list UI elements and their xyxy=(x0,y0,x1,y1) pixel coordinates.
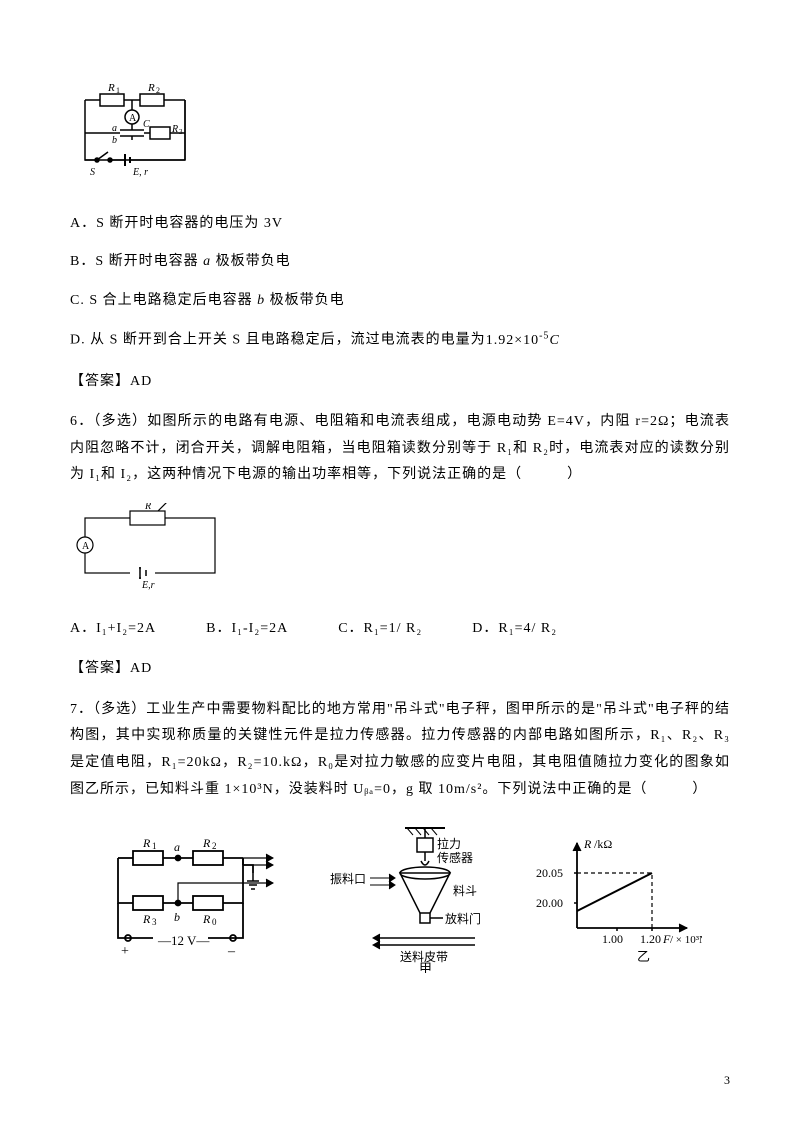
svg-text:2: 2 xyxy=(212,841,217,851)
q5-option-b: B．S 断开时电容器 a 极板带负电 xyxy=(70,249,730,276)
q5-option-c: C. S 合上电路稳定后电容器 b 极板带负电 xyxy=(70,288,730,315)
svg-text:传感器: 传感器 xyxy=(437,850,473,865)
svg-text:1: 1 xyxy=(152,841,157,851)
svg-text:0: 0 xyxy=(212,917,217,927)
q7-hopper-diagram: 拉力 传感器 振料口 料斗 放料门 送料皮带 甲 xyxy=(325,823,495,984)
q5-circuit-diagram: R1 R2 A a b C R3 S E, r xyxy=(70,80,730,191)
svg-text:C: C xyxy=(143,119,150,130)
svg-text:R: R xyxy=(142,912,151,926)
svg-text:A: A xyxy=(129,113,137,124)
svg-text:乙: 乙 xyxy=(637,949,650,963)
q5-optD-pre: D. 从 S 断开到合上开关 S 且电路稳定后，流过电流表的电量为 xyxy=(70,333,486,348)
q6-option-b: B．I₁-I₂=2A xyxy=(206,616,288,643)
svg-text:3: 3 xyxy=(179,128,183,136)
svg-text:R: R xyxy=(202,836,211,850)
svg-text:b: b xyxy=(174,910,180,924)
svg-text:R: R xyxy=(142,836,151,850)
page-number: 3 xyxy=(724,1069,730,1092)
svg-text:20.05: 20.05 xyxy=(536,866,563,880)
svg-text:S: S xyxy=(90,167,95,178)
svg-text:放料门: 放料门 xyxy=(445,911,481,926)
svg-text:E,r: E,r xyxy=(141,580,155,591)
svg-text:b: b xyxy=(112,135,117,146)
svg-text:3: 3 xyxy=(152,917,157,927)
svg-text:振料口: 振料口 xyxy=(330,872,366,886)
q6-circuit-diagram: R A E,r xyxy=(70,503,730,604)
q5-optC-text: C. S 合上电路稳定后电容器 b 极板带负电 xyxy=(70,293,345,308)
svg-text:20.00: 20.00 xyxy=(536,896,563,910)
q6-options: A．I₁+I₂=2A B．I₁-I₂=2A C．R₁=1/ R₂ D．R₁=4/… xyxy=(70,616,730,643)
q7-circuit-left: R1 a R2 R3 b R0 + —12 V— – xyxy=(98,833,288,974)
q6-option-a: A．I₁+I₂=2A xyxy=(70,616,156,643)
svg-text:拉力: 拉力 xyxy=(437,836,461,851)
svg-text:R: R xyxy=(147,82,155,94)
q5-optB-text: B．S 断开时电容器 a 极板带负电 xyxy=(70,254,291,269)
svg-text:1.20: 1.20 xyxy=(640,932,661,946)
svg-text:—12 V—: —12 V— xyxy=(157,933,210,948)
q7-chart-right: R/kΩ 20.05 20.00 1.00 1.20 F/ × 10³N 乙 xyxy=(532,833,702,974)
q5-option-a: A．S 断开时电容器的电压为 3V xyxy=(70,211,730,238)
svg-text:E, r: E, r xyxy=(132,167,148,178)
svg-text:甲: 甲 xyxy=(419,961,432,973)
svg-text:/kΩ: /kΩ xyxy=(594,837,612,851)
svg-text:+: + xyxy=(121,944,129,959)
svg-text:R: R xyxy=(583,837,592,851)
q5-option-d: D. 从 S 断开到合上开关 S 且电路稳定后，流过电流表的电量为1.92×10… xyxy=(70,326,730,354)
svg-text:A: A xyxy=(82,541,90,552)
svg-text:1: 1 xyxy=(116,86,120,95)
svg-text:R: R xyxy=(107,82,115,94)
q6-text: 6．（多选）如图所示的电路有电源、电阻箱和电流表组成，电源电动势 E=4V，内阻… xyxy=(70,409,730,489)
svg-text:1.00: 1.00 xyxy=(602,932,623,946)
q7-diagrams: R1 a R2 R3 b R0 + —12 V— – xyxy=(70,823,730,984)
q6-answer: 【答案】AD xyxy=(70,656,730,683)
svg-text:/ × 10³N: / × 10³N xyxy=(670,934,702,946)
q7-text: 7．（多选）工业生产中需要物料配比的地方常用"吊斗式"电子秤，图甲所示的是"吊斗… xyxy=(70,697,730,803)
svg-text:2: 2 xyxy=(156,86,160,95)
svg-text:–: – xyxy=(227,944,236,959)
svg-text:R: R xyxy=(202,912,211,926)
q5-answer: 【答案】AD xyxy=(70,369,730,396)
svg-text:R: R xyxy=(144,503,151,512)
q5-optD-val: 1.92×10-5C xyxy=(486,333,560,348)
q6-option-d: D．R₁=4/ R₂ xyxy=(472,616,557,643)
svg-text:R: R xyxy=(171,124,178,135)
svg-text:料斗: 料斗 xyxy=(453,884,477,898)
q6-option-c: C．R₁=1/ R₂ xyxy=(338,616,422,643)
svg-text:a: a xyxy=(174,840,180,854)
svg-text:a: a xyxy=(112,123,117,134)
